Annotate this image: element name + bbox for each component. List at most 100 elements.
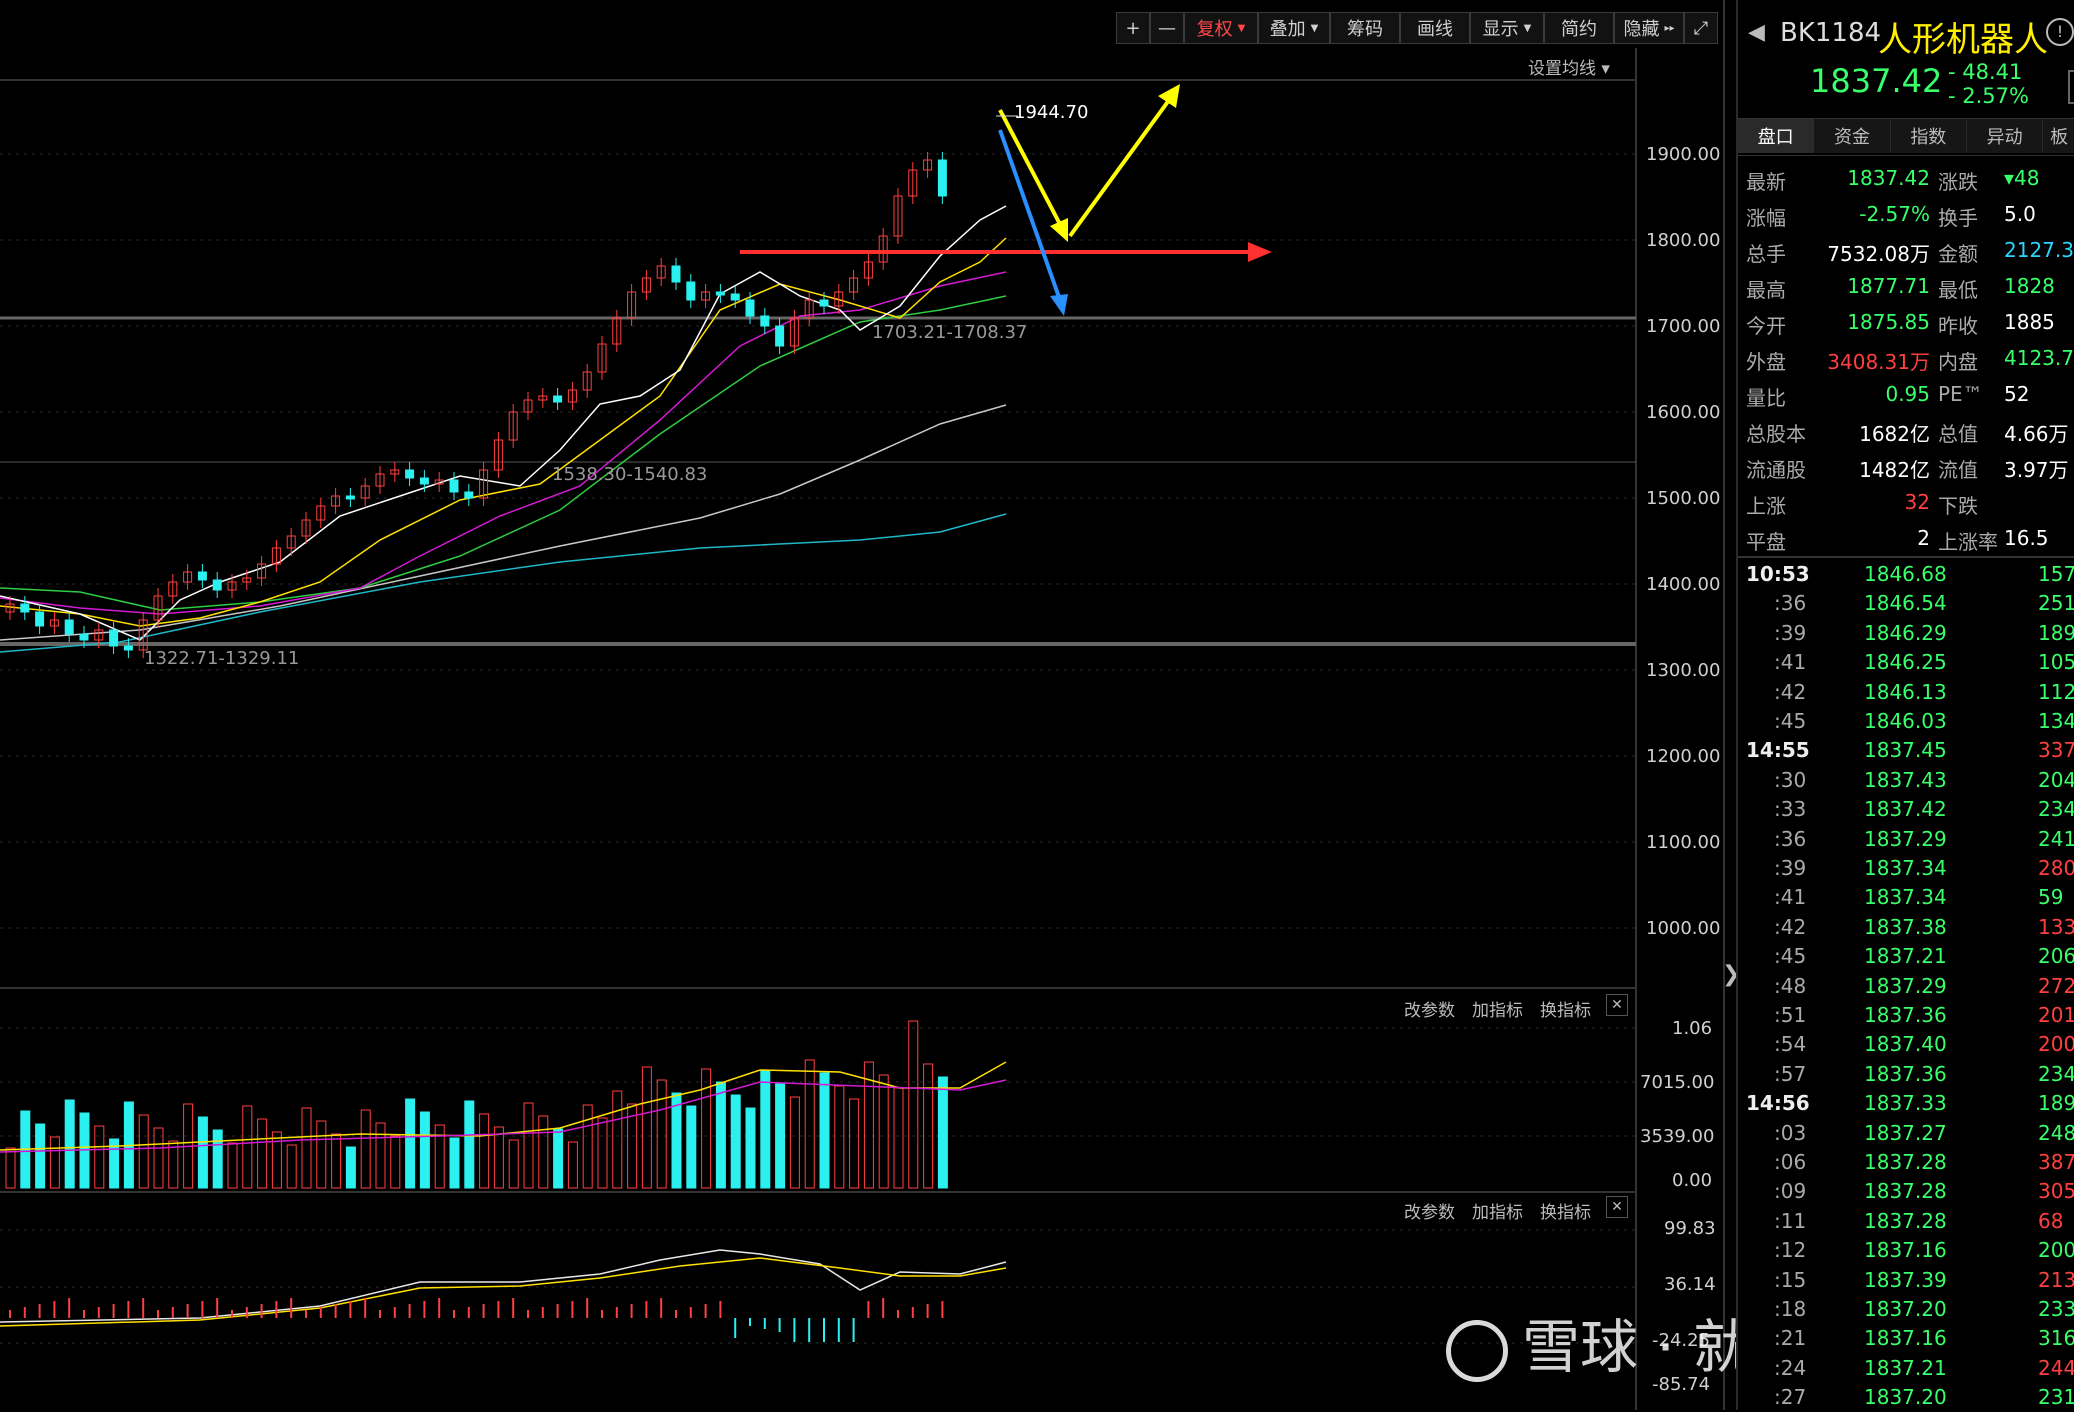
- volume-bar: [893, 1087, 904, 1189]
- back-arrow-icon[interactable]: ◀: [1748, 20, 1765, 45]
- volume-bar: [553, 1128, 564, 1189]
- volume-bar: [94, 1125, 105, 1189]
- tick-row: :03 1837.27 248: [1738, 1119, 2074, 1148]
- indicator-add-indicator-button[interactable]: 加指标: [1472, 1203, 1523, 1223]
- volume-axis-tick: 1.06: [1672, 1018, 1713, 1039]
- display-button[interactable]: 显示 ▼: [1470, 12, 1544, 44]
- candle-body: [271, 547, 281, 565]
- candle-body: [123, 645, 133, 651]
- candle-body: [493, 439, 503, 471]
- price-tick: 1800.00: [1646, 230, 1721, 251]
- expand-button[interactable]: ⤢: [1684, 12, 1718, 44]
- annotation-arrows: [740, 84, 1272, 316]
- quote-label: 上涨率: [1938, 530, 1998, 554]
- draw-line-button[interactable]: 画线: [1400, 12, 1470, 44]
- close-icon[interactable]: ✕: [1606, 994, 1628, 1016]
- quote-label: 外盘: [1746, 350, 1786, 374]
- indicator-switch-indicator-button[interactable]: 换指标: [1540, 1203, 1591, 1223]
- volume-bar: [360, 1109, 371, 1189]
- candle-body: [138, 619, 148, 651]
- panel-tabs: 盘口 资金 指数 异动 板: [1738, 118, 2074, 156]
- zoom-out-button[interactable]: —: [1150, 12, 1184, 44]
- volume-bar: [390, 1135, 401, 1189]
- tick-time: :51: [1774, 1003, 1807, 1027]
- candle-body: [345, 495, 355, 500]
- collapse-panel-handle[interactable]: ❯: [1722, 962, 1741, 987]
- candle-body: [168, 581, 178, 597]
- tick-row: :45 1837.21 206: [1738, 942, 2074, 971]
- quote-value: 52: [2004, 382, 2030, 406]
- volume-bar: [316, 1120, 327, 1189]
- tick-volume: 234: [2038, 797, 2074, 822]
- volume-add-indicator-button[interactable]: 加指标: [1472, 1001, 1523, 1021]
- indicator-change-params-button[interactable]: 改参数: [1404, 1203, 1455, 1223]
- volume-switch-indicator-button[interactable]: 换指标: [1540, 1001, 1591, 1021]
- tick-volume: 68: [2038, 1208, 2064, 1233]
- tick-volume: 244: [2038, 1355, 2074, 1380]
- volume-bar: [479, 1113, 490, 1189]
- quote-value: 1877.71: [1847, 274, 1930, 298]
- volume-bar: [760, 1070, 771, 1189]
- candle-body: [686, 281, 696, 301]
- candle-body: [523, 399, 533, 413]
- tab-pankou[interactable]: 盘口: [1738, 119, 1815, 153]
- range-annotation-3: 1322.71-1329.11: [144, 648, 300, 669]
- tick-price: 1837.16: [1864, 1238, 1947, 1263]
- volume-bar: [656, 1079, 667, 1189]
- volume-bar: [686, 1105, 697, 1189]
- volume-bar: [641, 1066, 652, 1189]
- tick-row: :39 1846.29 189: [1738, 619, 2074, 648]
- tick-time: :36: [1774, 591, 1807, 616]
- tick-price: 1837.33: [1864, 1091, 1947, 1116]
- volume-bar: [923, 1063, 934, 1189]
- zoom-in-button[interactable]: +: [1116, 12, 1150, 44]
- tab-zhishu[interactable]: 指数: [1890, 119, 1967, 153]
- overlay-label: 叠加: [1269, 19, 1306, 40]
- hide-button[interactable]: 隐藏 ▸▸: [1614, 12, 1684, 44]
- overlay-button[interactable]: 叠加 ▼: [1258, 12, 1330, 44]
- volume-axis-tick: 0.00: [1672, 1170, 1713, 1191]
- quote-row: 流通股 1482亿 流值 3.97万: [1738, 448, 2074, 484]
- tab-ban[interactable]: 板: [2043, 119, 2074, 153]
- chips-button[interactable]: 筹码: [1330, 12, 1400, 44]
- tick-price: 1846.54: [1864, 591, 1947, 616]
- tick-row: 14:56 1837.33 189: [1738, 1089, 2074, 1118]
- quote-row: 总股本 1682亿 总值 4.66万: [1738, 412, 2074, 448]
- tick-price: 1837.39: [1864, 1267, 1947, 1292]
- volume-bar: [212, 1129, 223, 1189]
- tick-price: 1846.29: [1864, 620, 1947, 645]
- fuquan-label: 复权: [1196, 19, 1233, 40]
- candle-body: [612, 317, 622, 345]
- tick-price: 1837.20: [1864, 1297, 1947, 1321]
- indicator-axis-tick: 36.14: [1664, 1274, 1716, 1295]
- tick-volume: 105: [2038, 650, 2074, 675]
- close-icon[interactable]: ✕: [1606, 1196, 1628, 1218]
- candle-body: [789, 317, 799, 347]
- simple-button[interactable]: 简约: [1544, 12, 1614, 44]
- tick-price: 1837.27: [1864, 1120, 1947, 1145]
- candle-body: [908, 169, 918, 197]
- volume-bar: [464, 1100, 475, 1189]
- volume-bar: [331, 1133, 342, 1189]
- candle-body: [819, 299, 829, 307]
- info-icon[interactable]: !: [2046, 18, 2074, 46]
- volume-bar: [834, 1085, 845, 1189]
- tick-row: :24 1837.21 244: [1738, 1354, 2074, 1383]
- candle-body: [242, 577, 252, 583]
- quote-value: 1682亿: [1859, 422, 1930, 446]
- fuquan-button[interactable]: 复权 ▼: [1184, 12, 1258, 44]
- tab-zijin[interactable]: 资金: [1814, 119, 1891, 153]
- volume-change-params-button[interactable]: 改参数: [1404, 1001, 1455, 1021]
- tick-volume: 189: [2038, 1091, 2074, 1116]
- tick-row: :09 1837.28 305: [1738, 1177, 2074, 1206]
- stock-name: 人形机器人: [1878, 20, 2048, 60]
- candle-body: [360, 485, 370, 499]
- tab-yidong[interactable]: 异动: [1966, 119, 2044, 153]
- candle-body: [301, 519, 311, 537]
- volume-bar: [109, 1138, 120, 1189]
- chevron-down-icon: ▼: [1310, 22, 1319, 34]
- ma-setting-link[interactable]: 设置均线 ▾: [1528, 59, 1610, 79]
- volume-bar: [582, 1104, 593, 1189]
- price-tick: 1900.00: [1646, 144, 1721, 165]
- candle-body: [35, 611, 45, 627]
